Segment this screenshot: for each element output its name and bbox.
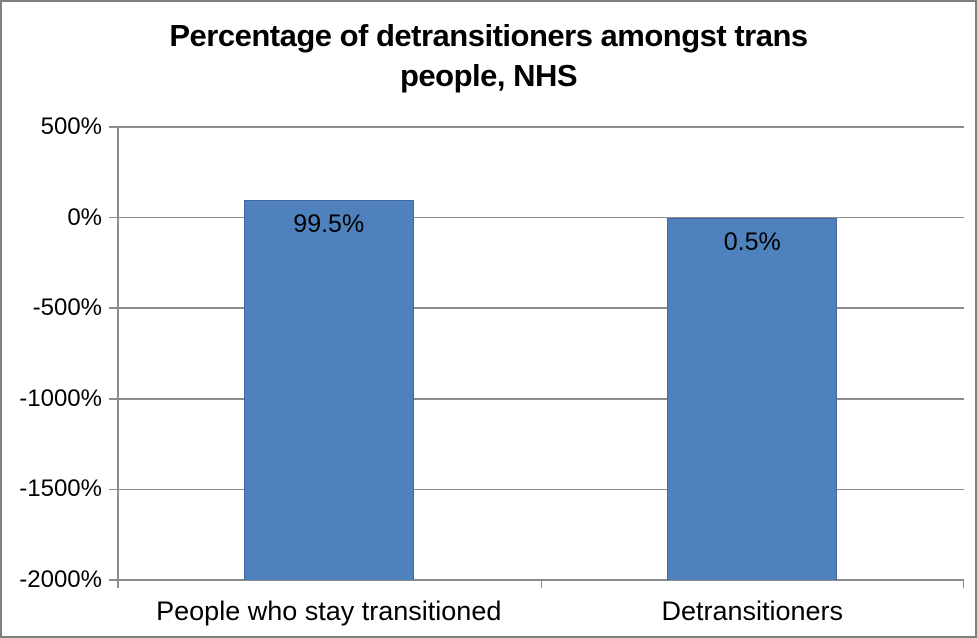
bar-people-who-stay-transitioned xyxy=(243,199,414,580)
chart-title-line-2: people, NHS xyxy=(399,58,578,93)
y-axis-tick-500 xyxy=(109,126,117,128)
chart-title-line-1: Percentage of detransitioners amongst tr… xyxy=(169,18,808,53)
y-axis-label--500: -500% xyxy=(32,294,102,322)
y-axis-tick-0 xyxy=(109,216,117,219)
x-axis-tick-2 xyxy=(962,580,964,588)
y-axis-label--2000: -2000% xyxy=(19,566,102,593)
gridline-0 xyxy=(117,216,964,219)
y-axis-tick--1000 xyxy=(109,398,117,400)
category-label-2: Detransitioners xyxy=(661,596,844,626)
y-axis-tick--1500 xyxy=(109,488,117,491)
y-axis-label--1500: -1500% xyxy=(19,475,102,503)
x-axis-tick-1 xyxy=(540,580,542,588)
y-axis-line xyxy=(117,127,119,580)
category-label-1: People who stay transitioned xyxy=(156,596,502,626)
chart-title: Percentage of detransitioners amongst tr… xyxy=(2,16,975,96)
y-axis-label--1000: -1000% xyxy=(19,384,102,412)
y-axis-label-0: 0% xyxy=(67,203,102,231)
gridline--1500 xyxy=(117,488,964,491)
x-axis-tick-0 xyxy=(117,580,119,588)
gridline--1000 xyxy=(117,398,964,400)
gridline-500 xyxy=(117,126,964,128)
y-axis-tick--500 xyxy=(109,307,117,309)
bar-detransitioners xyxy=(667,217,838,580)
data-label-1: 99.5% xyxy=(293,209,365,238)
gridline--500 xyxy=(117,307,964,309)
data-label-2: 0.5% xyxy=(723,227,781,256)
plot-area: 500% 0% -500% -1000% -1500% -2000% 99.5% People… xyxy=(19,115,964,625)
y-axis-label-500: 500% xyxy=(40,113,102,140)
y-axis-tick--2000 xyxy=(109,579,117,581)
